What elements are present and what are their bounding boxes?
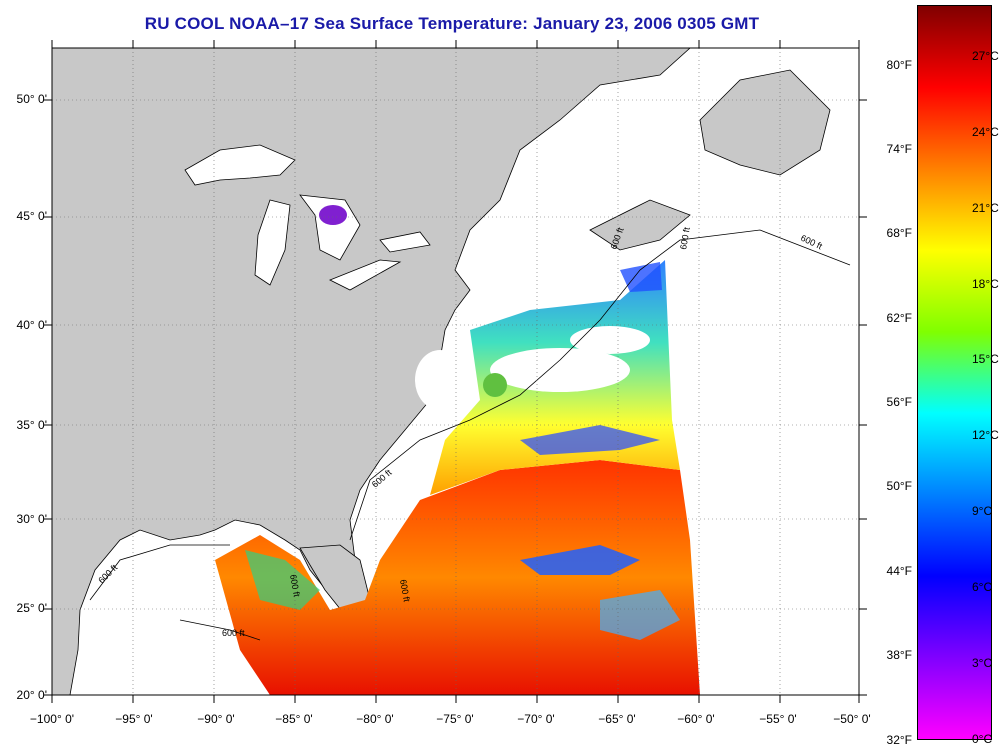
colorbar-c-label: 6°C xyxy=(972,580,993,594)
lon-label: −95° 0' xyxy=(115,712,153,726)
shelf-contour xyxy=(349,229,851,541)
colorbar-c-label: 15°C xyxy=(972,352,999,366)
lon-label: −100° 0' xyxy=(29,712,75,726)
lat-label: 50° 0' xyxy=(16,92,47,106)
lon-label: −70° 0' xyxy=(517,712,555,726)
colorbar-f-label: 80°F xyxy=(886,58,912,72)
lat-label: 35° 0' xyxy=(16,418,47,432)
colorbar-f-label: 44°F xyxy=(886,564,912,578)
colorbar-f-label: 32°F xyxy=(886,733,912,747)
lat-label: 40° 0' xyxy=(16,318,47,332)
lon-label: −60° 0' xyxy=(677,712,715,726)
lake-michigan xyxy=(254,199,291,286)
lon-label: −90° 0' xyxy=(197,712,235,726)
colorbar-f-label: 38°F xyxy=(886,648,912,662)
lake-superior xyxy=(184,144,296,186)
colorbar-f-label: 74°F xyxy=(886,142,912,156)
colorbar-c-label: 27°C xyxy=(972,49,999,63)
colorbar-c-label: 24°C xyxy=(972,125,999,139)
colorbar-c-label: 12°C xyxy=(972,428,999,442)
colorbar-f-label: 68°F xyxy=(886,226,912,240)
contour-label: 600 ft xyxy=(222,628,245,638)
contour-label: 600 ft xyxy=(288,574,302,598)
nova-scotia xyxy=(589,199,691,251)
contour-label: 600 ft xyxy=(678,226,692,250)
colorbar-c-label: 18°C xyxy=(972,277,999,291)
lat-label: 25° 0' xyxy=(16,601,47,615)
lon-label: −65° 0' xyxy=(598,712,636,726)
map-title: RU COOL NOAA–17 Sea Surface Temperature:… xyxy=(144,14,760,33)
lat-label: 20° 0' xyxy=(16,688,47,702)
lat-label: 45° 0' xyxy=(16,209,47,223)
shelf-contour xyxy=(179,619,261,641)
newfoundland xyxy=(699,69,831,176)
shelf-contour xyxy=(89,544,230,601)
lon-label: −80° 0' xyxy=(356,712,394,726)
sst-swath-warm xyxy=(215,460,700,695)
lon-label: −75° 0' xyxy=(436,712,474,726)
lon-label: −50° 0' xyxy=(833,712,871,726)
colorbar-f-label: 56°F xyxy=(886,395,912,409)
lat-label: 30° 0' xyxy=(16,512,47,526)
colorbar-f-label: 50°F xyxy=(886,479,912,493)
colorbar-c-label: 0°C xyxy=(972,732,993,746)
colorbar-c-label: 21°C xyxy=(972,201,999,215)
lon-label: −85° 0' xyxy=(275,712,313,726)
lake-ontario xyxy=(379,231,431,253)
colorbar-c-label: 9°C xyxy=(972,504,993,518)
colorbar-f-label: 62°F xyxy=(886,311,912,325)
lake-erie xyxy=(329,259,402,291)
colorbar-c-label: 3°C xyxy=(972,656,993,670)
contour-label: 600 ft xyxy=(398,579,412,603)
temperature-colorbar xyxy=(917,5,992,740)
lon-label: −55° 0' xyxy=(759,712,797,726)
